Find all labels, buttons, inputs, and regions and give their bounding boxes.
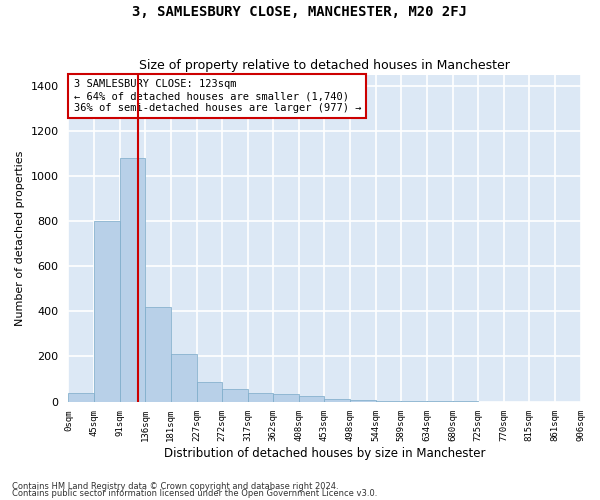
X-axis label: Distribution of detached houses by size in Manchester: Distribution of detached houses by size … [164,447,485,460]
Bar [197,382,222,402]
Text: Contains HM Land Registry data © Crown copyright and database right 2024.: Contains HM Land Registry data © Crown c… [12,482,338,491]
Bar [171,354,197,402]
Bar [222,389,248,402]
Bar [120,158,145,402]
Bar [145,307,171,402]
Text: Contains public sector information licensed under the Open Government Licence v3: Contains public sector information licen… [12,489,377,498]
Y-axis label: Number of detached properties: Number of detached properties [15,150,25,326]
Text: 3 SAMLESBURY CLOSE: 123sqm
← 64% of detached houses are smaller (1,740)
36% of s: 3 SAMLESBURY CLOSE: 123sqm ← 64% of deta… [74,80,361,112]
Bar [376,401,401,402]
Bar [299,396,325,402]
Bar [68,392,94,402]
Bar [94,221,120,402]
Bar [350,400,376,402]
Bar [273,394,299,402]
Title: Size of property relative to detached houses in Manchester: Size of property relative to detached ho… [139,59,510,72]
Bar [325,400,350,402]
Text: 3, SAMLESBURY CLOSE, MANCHESTER, M20 2FJ: 3, SAMLESBURY CLOSE, MANCHESTER, M20 2FJ [133,5,467,19]
Bar [248,392,273,402]
